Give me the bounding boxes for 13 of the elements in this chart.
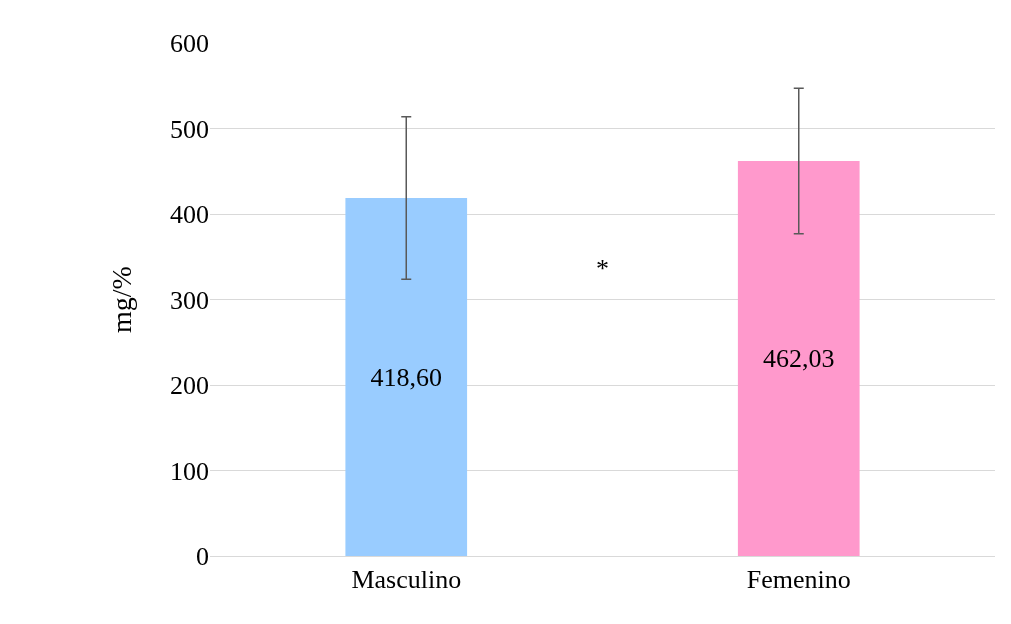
x-tick-label: Femenino <box>746 565 851 595</box>
data-label: 462,03 <box>763 343 835 373</box>
y-tick-label: 300 <box>170 285 209 315</box>
y-tick-label: 100 <box>170 456 209 486</box>
y-tick-label: 500 <box>170 114 209 144</box>
x-tick-label: Masculino <box>351 565 462 595</box>
y-tick-label: 600 <box>170 29 209 59</box>
y-tick-label: 0 <box>196 542 209 572</box>
y-tick-label: 200 <box>170 371 209 401</box>
y-axis-title: mg/% <box>105 266 137 333</box>
annotation: * <box>596 254 609 283</box>
data-label: 418,60 <box>370 362 442 392</box>
y-tick-label: 400 <box>170 200 209 230</box>
